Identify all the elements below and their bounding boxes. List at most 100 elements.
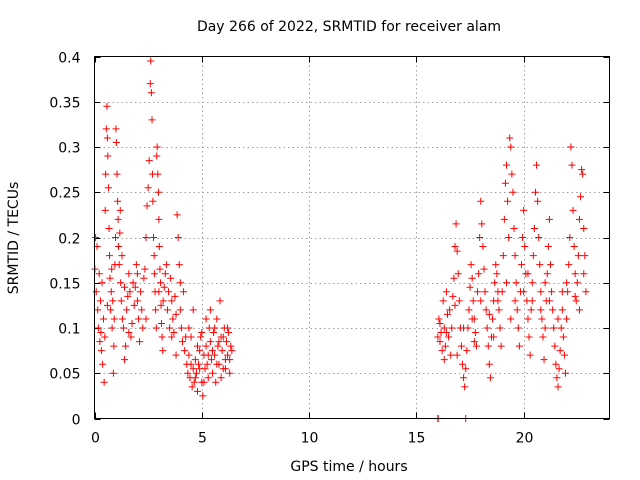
data-point bbox=[157, 279, 165, 287]
data-point bbox=[468, 274, 476, 282]
data-point bbox=[97, 297, 105, 305]
data-point bbox=[221, 365, 229, 373]
data-point bbox=[118, 315, 126, 323]
data-point bbox=[202, 315, 210, 323]
data-point bbox=[512, 279, 520, 287]
data-point bbox=[116, 229, 124, 237]
data-point bbox=[148, 116, 156, 124]
y-axis-label: SRMTID / TECUs bbox=[6, 182, 22, 295]
axis-ticks bbox=[94, 56, 610, 420]
data-point bbox=[206, 338, 214, 346]
data-point bbox=[203, 360, 211, 368]
data-point bbox=[118, 252, 126, 260]
data-point bbox=[125, 329, 133, 337]
data-point bbox=[503, 279, 510, 287]
data-point bbox=[155, 215, 163, 223]
data-point bbox=[162, 261, 170, 269]
data-point bbox=[167, 274, 175, 282]
data-point bbox=[187, 333, 195, 341]
data-point bbox=[112, 234, 120, 241]
data-point bbox=[213, 315, 221, 323]
data-point bbox=[528, 279, 536, 287]
data-point bbox=[460, 324, 468, 332]
data-point bbox=[477, 297, 485, 305]
data-point bbox=[562, 369, 570, 377]
data-point bbox=[116, 206, 124, 214]
data-point bbox=[133, 270, 141, 278]
data-point bbox=[483, 324, 491, 332]
y-tick-label: 0.1 bbox=[58, 322, 80, 338]
data-point bbox=[154, 188, 162, 196]
data-point bbox=[136, 338, 144, 346]
data-point bbox=[489, 315, 497, 323]
data-point bbox=[168, 297, 176, 305]
data-point bbox=[448, 324, 456, 332]
data-point bbox=[92, 234, 100, 241]
data-point bbox=[94, 324, 102, 332]
data-point bbox=[541, 324, 549, 332]
data-point bbox=[475, 270, 483, 278]
data-point bbox=[529, 252, 537, 260]
data-point bbox=[108, 324, 116, 332]
data-point bbox=[477, 197, 485, 205]
data-point bbox=[570, 243, 578, 251]
data-point bbox=[199, 392, 207, 400]
data-point bbox=[541, 279, 549, 287]
data-point bbox=[192, 369, 200, 377]
data-point bbox=[152, 324, 160, 332]
data-point bbox=[504, 197, 512, 205]
data-point bbox=[210, 329, 218, 337]
data-point bbox=[132, 261, 140, 269]
data-point bbox=[491, 279, 499, 287]
data-point bbox=[575, 215, 583, 223]
data-point bbox=[224, 351, 232, 359]
data-point bbox=[551, 342, 559, 350]
data-point bbox=[101, 333, 109, 341]
data-point bbox=[440, 356, 448, 364]
data-point bbox=[97, 347, 105, 355]
data-point bbox=[492, 261, 500, 269]
data-point bbox=[511, 252, 519, 260]
data-point bbox=[115, 261, 123, 269]
data-point bbox=[104, 152, 112, 160]
data-point bbox=[548, 288, 556, 296]
data-point bbox=[533, 161, 541, 169]
data-point bbox=[575, 306, 583, 314]
data-point bbox=[213, 360, 221, 368]
data-point bbox=[195, 360, 203, 368]
data-point bbox=[122, 342, 130, 350]
data-point bbox=[507, 315, 515, 323]
data-point bbox=[163, 306, 171, 314]
data-point bbox=[479, 243, 487, 251]
data-point bbox=[527, 306, 535, 314]
data-point bbox=[99, 360, 107, 368]
data-point bbox=[582, 288, 590, 296]
data-point bbox=[101, 206, 109, 214]
data-point bbox=[485, 360, 493, 368]
data-point bbox=[134, 315, 142, 323]
data-point bbox=[156, 265, 164, 273]
data-point bbox=[478, 220, 486, 228]
data-point bbox=[222, 338, 230, 346]
data-point bbox=[184, 369, 192, 377]
data-point bbox=[563, 315, 571, 323]
data-point bbox=[180, 288, 188, 296]
data-point bbox=[168, 333, 176, 341]
data-point bbox=[95, 270, 103, 278]
data-point bbox=[103, 134, 111, 142]
data-point bbox=[127, 333, 135, 341]
data-point bbox=[436, 319, 444, 327]
data-point bbox=[218, 347, 226, 355]
x-tick-label: 5 bbox=[198, 431, 207, 447]
data-point bbox=[204, 374, 212, 382]
data-point bbox=[108, 265, 116, 273]
data-point bbox=[513, 306, 521, 314]
data-point bbox=[102, 170, 110, 178]
data-point bbox=[125, 270, 133, 278]
data-point bbox=[217, 374, 225, 382]
data-point bbox=[211, 324, 219, 332]
data-point bbox=[480, 265, 488, 273]
data-point bbox=[181, 347, 189, 355]
data-point bbox=[461, 383, 469, 391]
data-point bbox=[574, 252, 582, 260]
